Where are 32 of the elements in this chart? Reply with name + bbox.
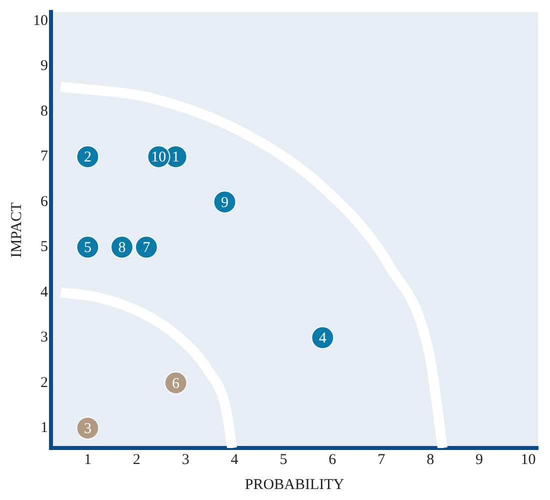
x-tick-label: 7 (378, 452, 386, 468)
annotation: 8 (118, 240, 126, 256)
annotation: 6 (172, 376, 180, 392)
y-tick-label: 7 (40, 148, 48, 165)
x-tick-label: 2 (132, 452, 140, 468)
x-tick-label: 5 (280, 452, 288, 468)
annotation: 2 (84, 150, 92, 166)
annotation: 4 (318, 330, 327, 347)
x-axis-title: PROBABILITY (244, 476, 344, 493)
annotation: 10 (151, 150, 166, 166)
x-tick-label: 9 (476, 452, 484, 468)
annotation: 5 (84, 240, 92, 256)
y-tick-label: 9 (40, 58, 48, 74)
annotation: 9 (221, 194, 229, 211)
y-tick-label: 1 (40, 420, 48, 436)
annotation: 7 (142, 240, 151, 256)
annotation: 3 (84, 421, 92, 438)
x-tick-label: 1 (84, 452, 92, 468)
y-tick-label: 8 (40, 103, 48, 120)
annotation: 1 (172, 150, 180, 166)
y-tick-label: 4 (40, 284, 48, 300)
x-tick-label: 8 (426, 452, 434, 468)
y-tick-label: 5 (40, 239, 48, 256)
y-tick-label: 6 (40, 194, 48, 210)
y-tick-label: 2 (40, 374, 48, 391)
x-tick-label: 4 (230, 452, 239, 468)
x-tick-label: 6 (328, 452, 337, 468)
y-axis-title: IMPACT (8, 202, 25, 258)
x-tick-label: 3 (182, 452, 190, 468)
y-tick-label: 3 (40, 330, 48, 346)
y-tick-label: 10 (33, 12, 48, 29)
x-tick-label: 10 (520, 452, 536, 468)
